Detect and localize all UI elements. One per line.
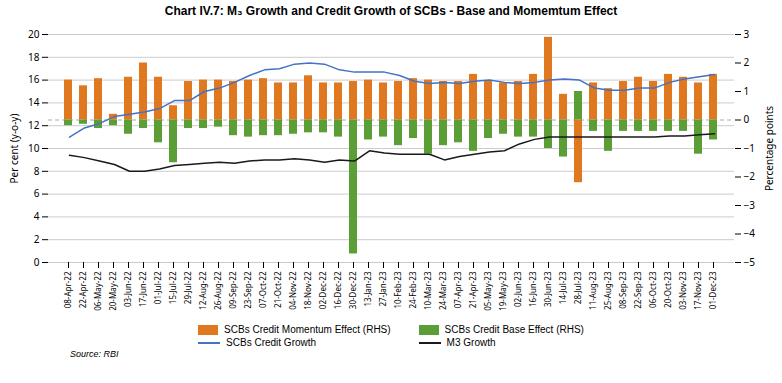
svg-text:Percentage points: Percentage points — [762, 106, 776, 191]
svg-text:06-May-22: 06-May-22 — [92, 271, 103, 311]
svg-text:08-Sep-23: 08-Sep-23 — [617, 271, 628, 309]
html-text:M3 Growth: M3 Growth — [446, 337, 496, 348]
svg-text:20-May-22: 20-May-22 — [107, 271, 118, 311]
svg-text:0: 0 — [744, 112, 750, 126]
svg-text:22-Sep-23: 22-Sep-23 — [632, 271, 643, 309]
svg-text:03-Nov-23: 03-Nov-23 — [677, 271, 688, 310]
svg-text:14: 14 — [28, 95, 40, 109]
svg-text:6: 6 — [34, 186, 40, 200]
svg-text:−2: −2 — [744, 169, 756, 183]
svg-text:0: 0 — [34, 255, 40, 269]
svg-text:19-May-23: 19-May-23 — [497, 271, 508, 311]
svg-text:2: 2 — [744, 55, 750, 69]
svg-text:12: 12 — [28, 118, 40, 132]
svg-text:8: 8 — [34, 164, 40, 178]
svg-text:01-Jul-22: 01-Jul-22 — [152, 271, 163, 304]
svg-text:28-Jul-23: 28-Jul-23 — [572, 271, 583, 304]
svg-text:16: 16 — [28, 72, 40, 86]
svg-text:06-Oct-23: 06-Oct-23 — [647, 271, 658, 308]
svg-text:10: 10 — [28, 141, 40, 155]
svg-text:13-Jan-23: 13-Jan-23 — [362, 271, 373, 306]
svg-text:20: 20 — [28, 27, 40, 41]
svg-text:18: 18 — [28, 50, 40, 64]
svg-text:11-Aug-23: 11-Aug-23 — [587, 271, 598, 310]
svg-text:1: 1 — [744, 84, 750, 98]
svg-text:20-Oct-23: 20-Oct-23 — [662, 271, 673, 308]
svg-text:Per cent (y-o-y): Per cent (y-o-y) — [7, 114, 21, 184]
html-text:SCBs Credit Momentum Effect (R: SCBs Credit Momentum Effect (RHS) — [224, 324, 391, 335]
svg-text:25-Aug-23: 25-Aug-23 — [602, 271, 613, 310]
html-text:Source: RBI: Source: RBI — [70, 349, 119, 359]
svg-text:30-Jun-23: 30-Jun-23 — [542, 271, 553, 307]
svg-text:23-Sep-22: 23-Sep-22 — [242, 271, 253, 309]
svg-text:17-Jun-22: 17-Jun-22 — [137, 271, 148, 307]
svg-text:01-Dec-23: 01-Dec-23 — [707, 271, 718, 309]
svg-text:4: 4 — [34, 209, 40, 223]
svg-text:29-Jul-22: 29-Jul-22 — [182, 271, 193, 304]
svg-text:07-Oct-22: 07-Oct-22 — [257, 271, 268, 308]
svg-text:05-May-23: 05-May-23 — [482, 271, 493, 311]
svg-text:14-Jul-23: 14-Jul-23 — [557, 271, 568, 304]
svg-text:08-Apr-22: 08-Apr-22 — [62, 271, 73, 308]
svg-text:26-Aug-22: 26-Aug-22 — [212, 271, 223, 310]
svg-text:3: 3 — [744, 27, 750, 41]
svg-text:02-Jun-23: 02-Jun-23 — [512, 271, 523, 307]
svg-text:27-Jan-23: 27-Jan-23 — [377, 271, 388, 306]
svg-text:10-Mar-23: 10-Mar-23 — [422, 271, 433, 310]
svg-text:−3: −3 — [744, 198, 756, 212]
svg-text:17-Nov-23: 17-Nov-23 — [692, 271, 703, 310]
svg-text:07-Apr-23: 07-Apr-23 — [452, 271, 463, 308]
svg-text:−4: −4 — [744, 226, 756, 240]
svg-text:03-Jun-22: 03-Jun-22 — [122, 271, 133, 307]
svg-text:04-Nov-22: 04-Nov-22 — [287, 271, 298, 310]
svg-text:15-Jul-22: 15-Jul-22 — [167, 271, 178, 304]
svg-text:22-Apr-22: 22-Apr-22 — [77, 271, 88, 308]
svg-text:21-Apr-23: 21-Apr-23 — [467, 271, 478, 308]
svg-text:10-Feb-23: 10-Feb-23 — [392, 271, 403, 308]
svg-text:30-Dec-22: 30-Dec-22 — [347, 271, 358, 309]
svg-text:24-Feb-23: 24-Feb-23 — [407, 271, 418, 308]
svg-text:16-Dec-22: 16-Dec-22 — [332, 271, 343, 309]
html-text:Chart IV.7: M₃ Growth and Cred: Chart IV.7: M₃ Growth and Credit Growth … — [164, 4, 618, 18]
svg-text:−1: −1 — [744, 141, 755, 155]
svg-text:16-Jun-23: 16-Jun-23 — [527, 271, 538, 307]
html-text:SCBs Credit Growth: SCBs Credit Growth — [226, 337, 317, 348]
html-text:SCBs Credit Base Effect (RHS): SCBs Credit Base Effect (RHS) — [444, 324, 584, 335]
svg-text:2: 2 — [34, 232, 40, 246]
svg-text:18-Nov-22: 18-Nov-22 — [302, 271, 313, 310]
svg-text:21-Oct-22: 21-Oct-22 — [272, 271, 283, 308]
svg-text:24-Mar-23: 24-Mar-23 — [437, 271, 448, 310]
svg-text:12-Aug-22: 12-Aug-22 — [197, 271, 208, 310]
svg-text:02-Dec-22: 02-Dec-22 — [317, 271, 328, 309]
svg-text:09-Sep-22: 09-Sep-22 — [227, 271, 238, 309]
svg-text:−5: −5 — [744, 255, 756, 269]
